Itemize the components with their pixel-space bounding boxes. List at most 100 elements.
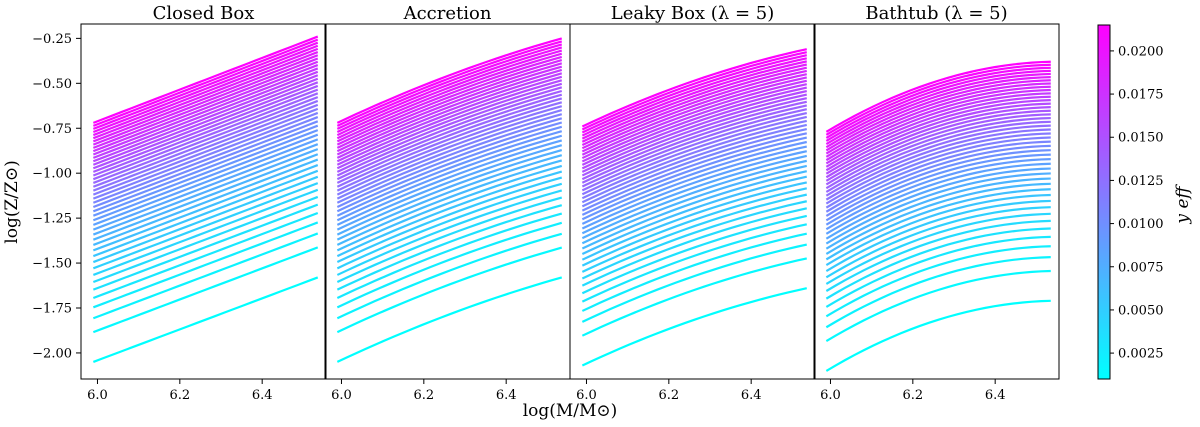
- curve-line: [92, 41, 319, 130]
- curve-line: [336, 276, 563, 363]
- curve-line: [581, 207, 807, 287]
- colorbar-tick-label: 0.0050: [1118, 303, 1164, 318]
- curve-line: [336, 246, 563, 334]
- curve-line: [581, 79, 807, 160]
- x-tick-label: 6.0: [331, 388, 352, 403]
- curve-line: [825, 95, 1051, 168]
- curve-line: [825, 245, 1051, 318]
- colorbar-tick-label: 0.0175: [1118, 88, 1164, 103]
- curve-line: [92, 54, 319, 143]
- x-tick-label: 6.4: [985, 388, 1006, 403]
- curve-line: [825, 106, 1051, 179]
- curve-line: [92, 195, 319, 284]
- panel-title: Bathtub (λ = 5): [865, 3, 1007, 24]
- panel-frame: [813, 23, 1060, 380]
- curve-line: [336, 37, 563, 124]
- curve-line: [92, 175, 319, 264]
- curve-line: [581, 123, 807, 204]
- curve-line: [336, 105, 563, 192]
- x-tick-label: 6.2: [413, 388, 434, 403]
- curve-line: [92, 221, 319, 309]
- curve-line: [92, 70, 319, 159]
- curve-line: [92, 276, 319, 363]
- curve-line: [581, 145, 807, 225]
- curve-line: [581, 108, 807, 188]
- curve-line: [825, 75, 1051, 149]
- panel-title: Closed Box: [153, 3, 255, 24]
- curve-line: [336, 154, 563, 241]
- curve-line: [825, 172, 1051, 245]
- curve-line: [825, 167, 1051, 240]
- x-tick-label: 6.4: [741, 388, 762, 403]
- curve-line: [825, 63, 1051, 136]
- curve-line: [825, 140, 1051, 213]
- curve-line: [336, 125, 563, 213]
- curve-line: [825, 144, 1051, 217]
- x-tick-label: 6.2: [658, 388, 679, 403]
- curve-line: [336, 212, 563, 299]
- curve-line: [336, 196, 563, 284]
- curve-line: [336, 97, 563, 184]
- curve-line: [581, 136, 807, 216]
- colorbar-tick-label: 0.0025: [1118, 347, 1164, 362]
- curve-line: [581, 69, 807, 150]
- curve-line: [581, 159, 807, 240]
- curve-line: [336, 101, 563, 188]
- curve-line: [336, 72, 563, 159]
- curve-line: [336, 159, 563, 246]
- curve-line: [581, 57, 807, 137]
- curve-line: [336, 130, 563, 217]
- curve-line: [92, 246, 319, 334]
- curve-line: [825, 85, 1051, 158]
- panel-frame: [569, 23, 816, 380]
- curve-line: [92, 188, 319, 276]
- curve-line: [92, 212, 319, 300]
- curve-line: [92, 111, 319, 200]
- y-tick-label: −0.50: [32, 77, 72, 92]
- curve-line: [825, 132, 1051, 205]
- curve-line: [581, 187, 807, 267]
- curve-line: [825, 116, 1051, 190]
- curve-line: [825, 235, 1051, 308]
- curve-line: [581, 232, 807, 312]
- colorbar-tick-label: 0.0100: [1118, 217, 1164, 232]
- curve-line: [92, 47, 319, 137]
- curve-line: [92, 51, 319, 140]
- curve-line: [92, 203, 319, 291]
- curve-line: [336, 52, 563, 140]
- curve-line: [581, 214, 807, 295]
- panel-4: Bathtub (λ = 5) 6.0 6.2 6.4: [813, 3, 1060, 403]
- curve-line: [92, 44, 319, 133]
- colorbar-tick-label: 0.0075: [1118, 260, 1164, 275]
- colorbar-fill: [1098, 25, 1110, 379]
- curve-line: [336, 75, 563, 163]
- curve-line: [92, 153, 319, 241]
- curve-line: [825, 177, 1051, 250]
- curve-line: [825, 113, 1051, 186]
- curve-line: [825, 72, 1051, 146]
- curve-line: [581, 170, 807, 250]
- curve-line: [581, 119, 807, 200]
- curve-line: [825, 193, 1051, 267]
- curve-line: [825, 199, 1051, 272]
- curve-line: [581, 76, 807, 156]
- curve-line: [581, 181, 807, 261]
- y-tick-label: −1.50: [32, 257, 72, 272]
- curve-line: [581, 60, 807, 140]
- curve-line: [581, 115, 807, 196]
- curve-line: [92, 64, 319, 153]
- curve-line: [581, 223, 807, 303]
- curve-line: [825, 269, 1051, 343]
- x-tick-label: 6.2: [902, 388, 923, 403]
- curve-line: [825, 88, 1051, 162]
- curve-line: [825, 149, 1051, 222]
- curve-line: [336, 117, 563, 204]
- curve-line: [336, 121, 563, 208]
- curve-line: [336, 49, 563, 137]
- curve-line: [581, 175, 807, 255]
- curve-line: [825, 219, 1051, 292]
- curve-line: [336, 46, 563, 133]
- curve-line: [92, 232, 319, 320]
- panel-frame: [80, 23, 327, 380]
